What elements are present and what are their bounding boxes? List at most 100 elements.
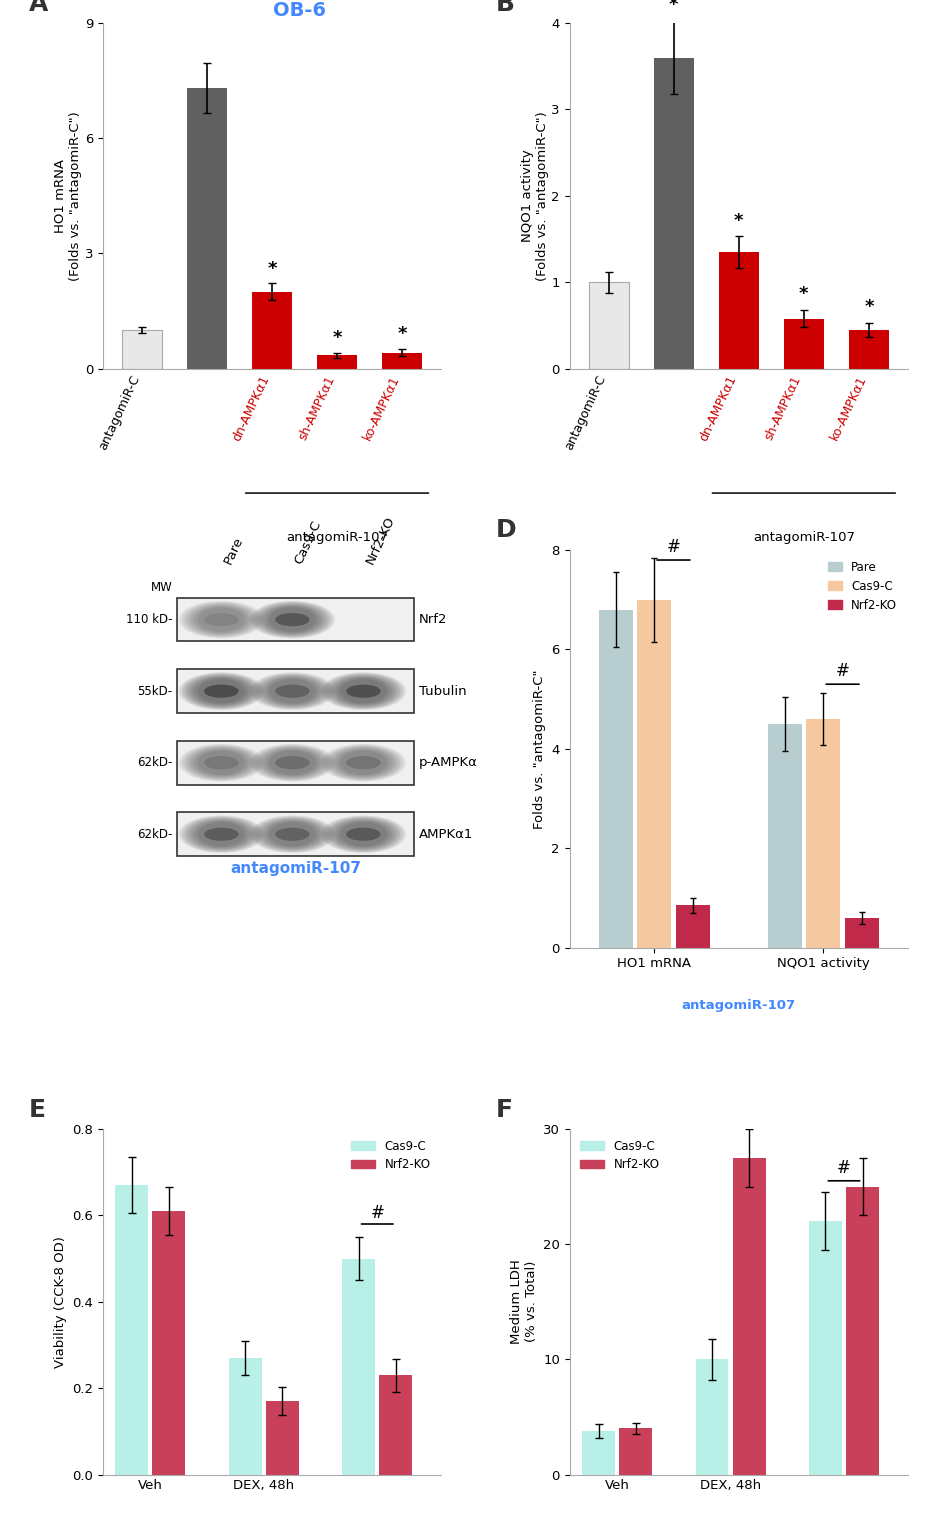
Ellipse shape [193, 820, 250, 848]
Ellipse shape [267, 822, 318, 848]
Ellipse shape [335, 748, 392, 777]
Ellipse shape [256, 602, 329, 636]
Ellipse shape [264, 605, 321, 633]
Bar [187, 88, 227, 369]
Ellipse shape [335, 677, 392, 705]
Ellipse shape [332, 676, 395, 707]
Ellipse shape [198, 679, 244, 703]
Ellipse shape [196, 750, 247, 776]
Text: B: B [495, 0, 514, 15]
Text: *: * [734, 212, 743, 229]
Text: Tubulin: Tubulin [419, 685, 467, 697]
Ellipse shape [193, 605, 250, 633]
Ellipse shape [332, 748, 395, 777]
Ellipse shape [275, 685, 310, 697]
Text: *: * [268, 260, 277, 278]
Ellipse shape [264, 820, 321, 848]
Bar [582, 1432, 615, 1475]
Text: #: # [836, 662, 850, 680]
Bar [783, 318, 824, 369]
Ellipse shape [198, 822, 244, 846]
Ellipse shape [204, 613, 239, 627]
Text: *: * [864, 298, 873, 316]
Bar [849, 330, 889, 369]
Ellipse shape [335, 820, 392, 848]
Bar [733, 1158, 766, 1475]
Ellipse shape [275, 828, 310, 840]
Ellipse shape [329, 746, 398, 779]
Text: MW: MW [151, 581, 172, 594]
Bar [620, 1428, 652, 1475]
Ellipse shape [270, 751, 315, 774]
Bar [115, 1186, 148, 1475]
Text: 110 kD-: 110 kD- [125, 613, 172, 627]
Ellipse shape [267, 750, 318, 776]
Ellipse shape [250, 743, 335, 782]
Ellipse shape [267, 607, 318, 633]
Ellipse shape [275, 756, 310, 770]
Bar [252, 292, 292, 369]
Ellipse shape [196, 607, 247, 633]
Ellipse shape [190, 748, 253, 777]
Ellipse shape [332, 819, 395, 849]
Text: *: * [669, 0, 679, 14]
Ellipse shape [261, 748, 324, 777]
Text: AMPKα1: AMPKα1 [419, 828, 474, 840]
Ellipse shape [253, 673, 332, 710]
Ellipse shape [346, 756, 381, 770]
Text: E: E [29, 1098, 46, 1121]
Ellipse shape [204, 828, 239, 840]
Text: Nrf2-KO: Nrf2-KO [363, 513, 397, 565]
Bar [845, 917, 879, 948]
Ellipse shape [329, 819, 398, 849]
Text: p-AMPKα: p-AMPKα [419, 756, 478, 770]
Text: antagomiR-107: antagomiR-107 [753, 531, 855, 544]
Bar [177, 813, 414, 856]
Ellipse shape [341, 679, 387, 703]
Ellipse shape [264, 748, 321, 777]
Bar [343, 1258, 375, 1475]
Text: *: * [398, 326, 407, 343]
Ellipse shape [267, 679, 318, 703]
Ellipse shape [321, 816, 405, 852]
Ellipse shape [338, 679, 389, 703]
Text: A: A [29, 0, 48, 15]
Ellipse shape [196, 679, 247, 703]
Ellipse shape [258, 604, 327, 636]
Ellipse shape [179, 743, 264, 782]
Text: Nrf2: Nrf2 [419, 613, 447, 627]
Ellipse shape [264, 677, 321, 705]
Ellipse shape [184, 674, 258, 708]
Ellipse shape [179, 601, 264, 639]
Text: 55kD-: 55kD- [138, 685, 172, 697]
Ellipse shape [179, 816, 264, 852]
Bar [228, 1358, 262, 1475]
Bar [153, 1210, 185, 1475]
Text: 62kD-: 62kD- [137, 756, 172, 770]
Ellipse shape [256, 817, 329, 851]
Ellipse shape [258, 676, 327, 707]
Bar [768, 723, 802, 948]
Ellipse shape [253, 602, 332, 637]
Bar [637, 599, 671, 948]
Ellipse shape [270, 679, 315, 703]
Ellipse shape [190, 819, 253, 849]
Ellipse shape [184, 817, 258, 851]
Bar [589, 283, 629, 369]
Ellipse shape [250, 816, 335, 852]
Ellipse shape [187, 676, 256, 707]
Y-axis label: Viability (CCK-8 OD): Viability (CCK-8 OD) [53, 1236, 66, 1367]
Legend: Cas9-C, Nrf2-KO: Cas9-C, Nrf2-KO [576, 1135, 665, 1177]
Bar [676, 905, 709, 948]
Text: *: * [799, 286, 809, 303]
Ellipse shape [338, 750, 389, 776]
Text: Pare: Pare [221, 535, 245, 565]
Ellipse shape [198, 608, 244, 631]
Legend: Pare, Cas9-C, Nrf2-KO: Pare, Cas9-C, Nrf2-KO [823, 556, 902, 616]
Text: antagomiR-107: antagomiR-107 [681, 1000, 796, 1012]
Ellipse shape [338, 822, 389, 848]
Ellipse shape [341, 751, 387, 774]
Bar [379, 1375, 412, 1475]
Y-axis label: HO1 mRNA
(Folds vs. "antagomiR-C"): HO1 mRNA (Folds vs. "antagomiR-C") [54, 111, 82, 281]
Ellipse shape [198, 751, 244, 774]
